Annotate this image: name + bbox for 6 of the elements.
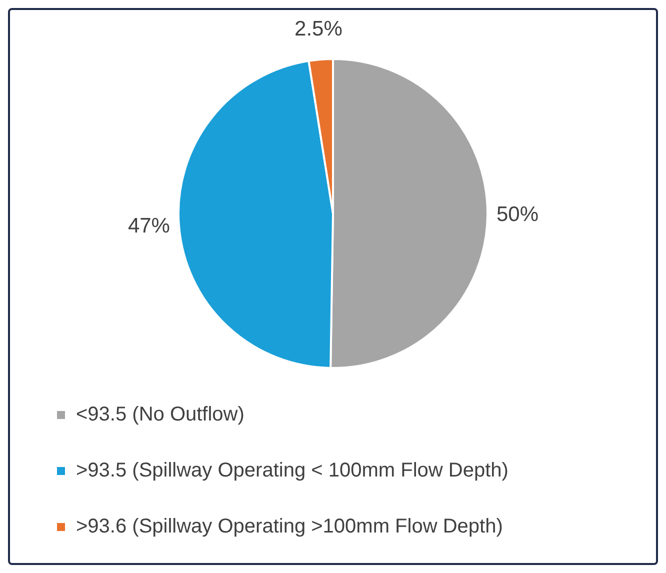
legend-label: <93.5 (No Outflow) (76, 404, 244, 426)
legend-label: >93.5 (Spillway Operating < 100mm Flow Depth) (76, 460, 508, 482)
data-label: 47% (128, 214, 170, 238)
data-label: 50% (496, 202, 539, 226)
data-label: 2.5% (294, 17, 342, 40)
legend-label: >93.6 (Spillway Operating >100mm Flow Depth) (76, 516, 503, 538)
